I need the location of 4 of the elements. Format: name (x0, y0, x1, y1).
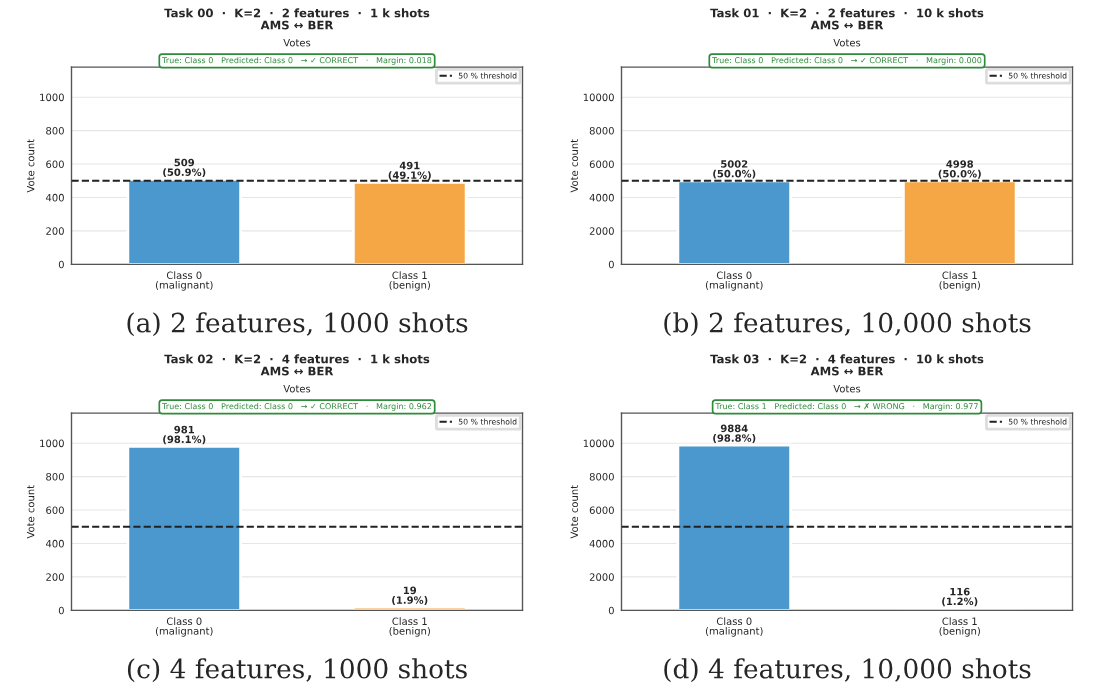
text: (a) 2 features, 1000 shots (127, 312, 468, 337)
text: (d) 4 features, 10,000 shots (664, 658, 1031, 683)
text: (c) 4 features, 1000 shots (127, 658, 467, 683)
text: (b) 2 features, 10,000 shots (664, 312, 1031, 337)
